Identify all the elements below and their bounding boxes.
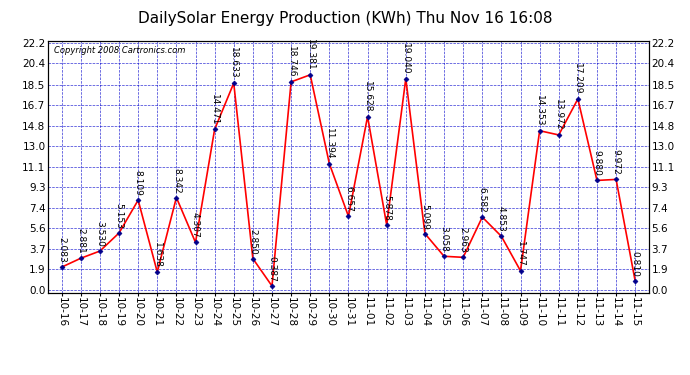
Text: 2.963: 2.963 xyxy=(459,227,468,253)
Text: 2.850: 2.850 xyxy=(248,229,257,254)
Text: 6.657: 6.657 xyxy=(344,186,353,212)
Text: 14.353: 14.353 xyxy=(535,95,544,126)
Text: Copyright 2008 Cartronics.com: Copyright 2008 Cartronics.com xyxy=(55,46,186,55)
Text: 19.040: 19.040 xyxy=(402,43,411,74)
Text: 3.530: 3.530 xyxy=(95,221,104,247)
Text: 2.083: 2.083 xyxy=(57,237,66,263)
Text: 5.878: 5.878 xyxy=(382,195,391,221)
Text: 4.307: 4.307 xyxy=(191,213,200,238)
Text: 8.109: 8.109 xyxy=(134,170,143,196)
Text: 18.633: 18.633 xyxy=(229,47,238,79)
Text: 15.628: 15.628 xyxy=(363,81,372,112)
Text: 14.471: 14.471 xyxy=(210,94,219,125)
Text: 3.058: 3.058 xyxy=(440,226,449,252)
Text: 0.810: 0.810 xyxy=(631,251,640,277)
Text: 5.153: 5.153 xyxy=(115,203,124,229)
Text: 19.381: 19.381 xyxy=(306,39,315,70)
Text: 1.638: 1.638 xyxy=(152,242,161,268)
Text: 1.747: 1.747 xyxy=(516,241,525,267)
Text: 0.387: 0.387 xyxy=(268,256,277,282)
Text: DailySolar Energy Production (KWh) Thu Nov 16 16:08: DailySolar Energy Production (KWh) Thu N… xyxy=(138,11,552,26)
Text: 6.582: 6.582 xyxy=(477,187,486,213)
Text: 9.972: 9.972 xyxy=(611,150,620,175)
Text: 13.972: 13.972 xyxy=(554,99,563,131)
Text: 11.394: 11.394 xyxy=(325,128,334,159)
Text: 18.746: 18.746 xyxy=(286,46,295,78)
Text: 9.880: 9.880 xyxy=(593,150,602,176)
Text: 8.342: 8.342 xyxy=(172,168,181,194)
Text: 5.099: 5.099 xyxy=(420,204,429,230)
Text: 4.853: 4.853 xyxy=(497,206,506,232)
Text: 2.881: 2.881 xyxy=(77,228,86,254)
Text: 17.209: 17.209 xyxy=(573,63,582,95)
